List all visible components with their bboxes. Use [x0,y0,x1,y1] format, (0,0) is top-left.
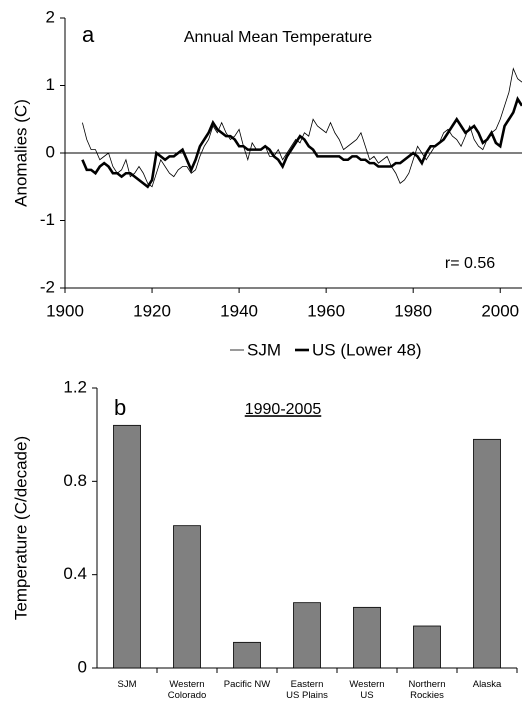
bar [113,424,141,669]
bar [173,525,201,669]
x-tick-label: 1960 [307,301,345,320]
x-tick-label: 1920 [133,301,171,320]
y-tick-label: -1 [40,210,55,229]
x-tick-label: Alaska [472,679,502,690]
panel-letter: b [114,395,126,420]
y-tick-label: -2 [40,277,55,296]
annotation: r= 0.56 [445,255,495,272]
x-tick-label: 1980 [394,301,432,320]
y-tick-label: 0.8 [63,471,87,490]
bar [233,641,261,669]
y-axis-title: Anomalies (C) [11,99,30,207]
y-tick-label: 2 [46,7,55,26]
x-tick-label: SJM [117,679,137,690]
panel-letter: a [82,22,95,47]
y-tick-label: 0 [46,142,55,161]
x-tick-label: Western Colorado [167,679,207,701]
x-tick-label: 2000 [481,301,519,320]
bar [473,438,501,669]
bar [293,602,321,669]
legend-label: SJM [247,340,281,359]
line-series [81,95,522,189]
x-tick-label: Eastern US Plains [286,679,328,701]
y-tick-label: 0.4 [63,564,87,583]
y-tick-label: 1 [46,75,55,94]
y-tick-label: 0 [78,657,87,676]
y-tick-label: 1.2 [63,377,87,396]
x-tick-label: 1940 [220,301,258,320]
line-series [82,67,522,188]
x-tick-label: Pacific NW [223,679,271,690]
chart-title: Annual Mean Temperature [184,29,372,46]
chart-title: 1990-2005 [245,401,322,418]
y-axis-title: Temperature (C/decade) [11,436,30,620]
bar [353,606,381,669]
x-tick-label: 1900 [46,301,84,320]
legend-label: US (Lower 48) [312,340,422,359]
x-tick-label: Western US [349,679,385,701]
bar [413,625,441,669]
x-tick-label: Northern Rockies [408,679,446,701]
